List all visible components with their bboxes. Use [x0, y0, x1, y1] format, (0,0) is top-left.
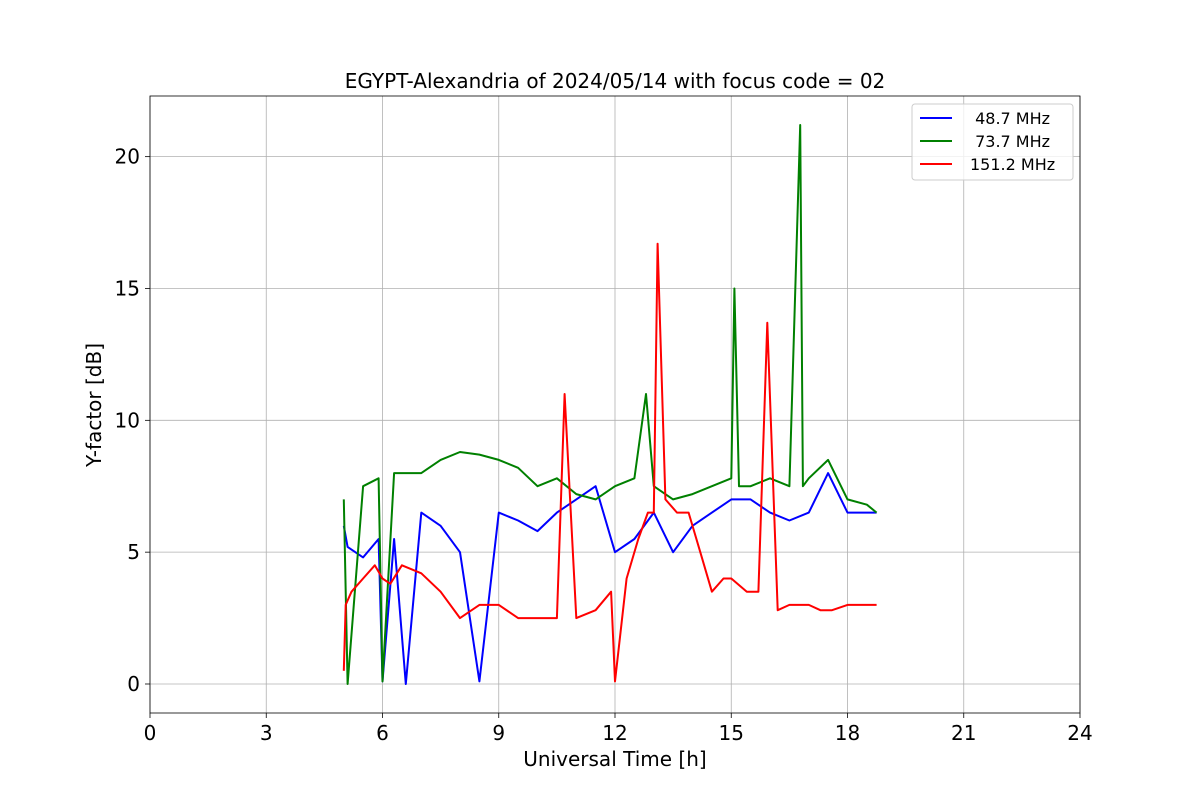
- series-line-2: [342, 242, 877, 683]
- plot-lines: [342, 124, 878, 685]
- axis-ticks: 0 3 6 9 12 15 18 21 24 0 5 10 15 20: [115, 145, 1093, 745]
- x-tick-label: 21: [951, 721, 976, 745]
- x-tick-label: 12: [602, 721, 627, 745]
- series-line-0: [342, 472, 877, 685]
- x-tick-label: 6: [376, 721, 389, 745]
- x-axis-label: Universal Time [h]: [523, 747, 706, 771]
- y-tick-label: 15: [115, 276, 140, 300]
- x-tick-label: 24: [1067, 721, 1092, 745]
- y-tick-label: 5: [127, 540, 140, 564]
- legend-label: 151.2 MHz: [970, 155, 1055, 174]
- x-tick-label: 0: [144, 721, 157, 745]
- y-tick-label: 20: [115, 145, 140, 169]
- x-tick-label: 3: [260, 721, 273, 745]
- y-axis-label: Y-factor [dB]: [82, 343, 106, 468]
- legend: 48.7 MHz 73.7 MHz 151.2 MHz: [911, 103, 1074, 181]
- series-line-1: [342, 124, 878, 685]
- x-tick-label: 9: [492, 721, 505, 745]
- legend-label: 73.7 MHz: [970, 132, 1050, 151]
- x-tick-label: 18: [835, 721, 860, 745]
- y-tick-label: 10: [115, 408, 140, 432]
- chart-title: EGYPT-Alexandria of 2024/05/14 with focu…: [345, 69, 886, 93]
- y-tick-label: 0: [127, 672, 140, 696]
- x-tick-label: 15: [719, 721, 744, 745]
- legend-box: [911, 103, 1074, 181]
- legend-label: 48.7 MHz: [970, 109, 1050, 128]
